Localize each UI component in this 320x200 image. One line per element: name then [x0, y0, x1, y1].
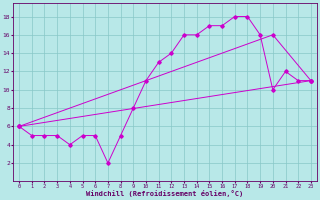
X-axis label: Windchill (Refroidissement éolien,°C): Windchill (Refroidissement éolien,°C) [86, 190, 244, 197]
